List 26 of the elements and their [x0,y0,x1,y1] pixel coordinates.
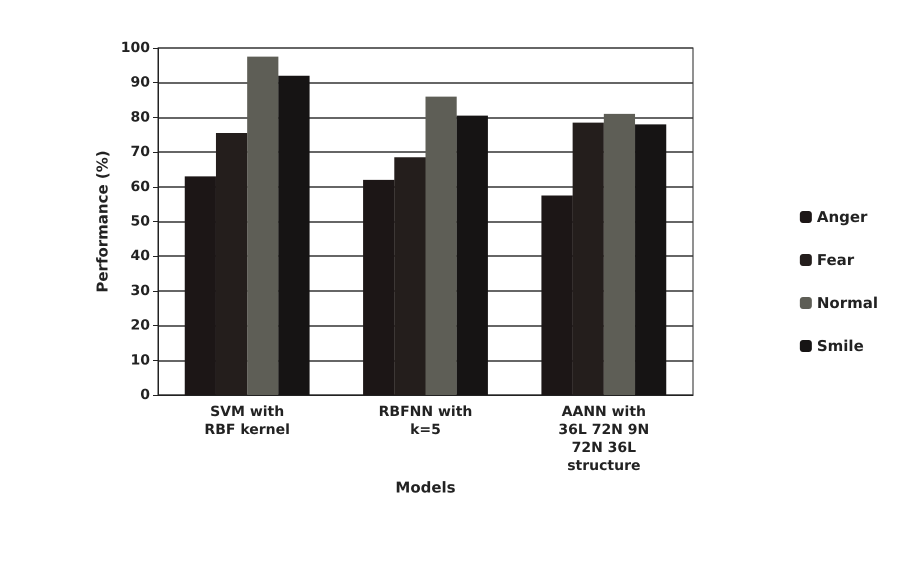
legend-label: Smile [816,337,864,355]
x-tick-label: SVM with RBF kernel [204,404,290,438]
y-tick-label: 80 [130,109,150,126]
bar [635,124,666,395]
x-tick-label: AANN with 36L 72N 9N 72N 36L structure [558,404,650,474]
y-tick-label: 50 [130,214,150,230]
bar [426,96,457,395]
bar [604,114,636,395]
y-tick-label: 20 [130,318,150,334]
y-tick-label: 60 [130,178,150,195]
bar [247,56,278,395]
bar [456,116,488,395]
legend-label: Fear [816,251,855,269]
legend-label: Normal [816,294,878,312]
y-tick-label: 30 [130,282,150,299]
bar [278,76,310,395]
y-tick-label: 70 [130,144,150,160]
legend-label: Anger [816,208,868,226]
y-tick-label: 100 [120,40,150,56]
y-tick-label: 40 [130,248,150,264]
y-tick-label: 10 [130,352,150,368]
y-tick-label: 0 [140,387,150,403]
y-tick-label: 90 [130,74,150,91]
x-axis-title: Models [395,478,456,496]
y-axis-title: Performance (%) [93,150,112,293]
x-tick-label: RBFNN with k=5 [378,404,472,438]
